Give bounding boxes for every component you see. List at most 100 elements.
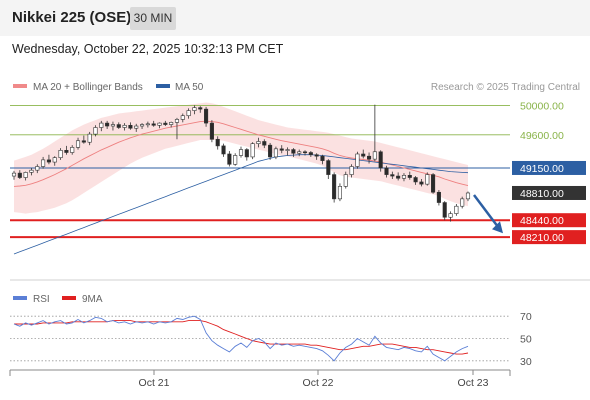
rsi-tick-label: 70 — [520, 311, 532, 323]
legend-label-9ma: 9MA — [82, 294, 103, 305]
last-price-box — [512, 185, 586, 200]
candle-bull — [145, 123, 150, 126]
candle-bear — [151, 123, 156, 126]
candle-bear — [367, 155, 372, 160]
candle-bear — [431, 174, 436, 193]
candle-bear — [105, 122, 110, 127]
x-axis: Oct 21 Oct 22 Oct 23 — [9, 369, 511, 389]
candle-bear — [378, 151, 383, 169]
candle-bear — [128, 124, 133, 129]
rsi-panel: 70 50 30 — [10, 311, 532, 368]
main-legend: MA 20 + Bollinger Bands MA 50 Research ©… — [13, 82, 580, 93]
interval-button[interactable]: 30 MIN — [130, 7, 176, 30]
rsi-line — [13, 315, 469, 362]
resistance-label-2: 49600.00 — [520, 130, 564, 142]
resistance-label-1: 50000.00 — [520, 100, 564, 112]
candle-bull — [454, 205, 459, 214]
ma20-line — [13, 120, 469, 187]
candle-bull — [87, 133, 92, 143]
candle-bull — [23, 172, 28, 178]
rsi-tick-label: 50 — [520, 334, 532, 346]
candle-bull — [11, 172, 17, 177]
candle-bear — [209, 122, 214, 140]
timestamp: Wednesday, October 22, 2025 10:32:13 PM … — [12, 42, 284, 56]
candle-bear — [227, 153, 232, 165]
candle-bull — [93, 127, 98, 135]
candle-bear — [244, 149, 249, 158]
candle-bull — [174, 119, 180, 123]
forecast-arrow-shaft — [473, 194, 500, 229]
candle-bull — [140, 124, 145, 127]
rsi-tick-label: 30 — [520, 356, 532, 368]
candle-bear — [396, 175, 401, 179]
candle-bear — [198, 107, 203, 110]
legend-label-ma20: MA 20 + Bollinger Bands — [33, 82, 143, 93]
support-label-box-6 — [512, 230, 586, 245]
candle-bull — [58, 150, 63, 158]
candle-bear — [17, 172, 22, 178]
x-tick-label: Oct 23 — [458, 377, 489, 389]
x-tick-label: Oct 22 — [303, 377, 334, 389]
instrument-title: Nikkei 225 (OSE) — [12, 9, 132, 26]
support-label-6: 48210.00 — [520, 232, 564, 244]
support-label-5: 48440.00 — [520, 215, 564, 227]
support-label-box-5 — [512, 213, 586, 228]
candle-bull — [169, 122, 174, 125]
candle-bear — [163, 122, 168, 125]
candle-bear — [436, 191, 441, 203]
candle-bear — [390, 174, 395, 177]
candle-bull — [238, 149, 244, 156]
candle-bear — [268, 144, 273, 158]
candle-bear — [442, 202, 447, 218]
candle-bear — [291, 149, 296, 154]
last-price-label: 48810.00 — [520, 188, 564, 200]
candle-bear — [361, 153, 366, 157]
candle-bear — [116, 124, 121, 128]
legend-swatch-9ma — [62, 296, 76, 300]
bollinger-band-area — [14, 102, 468, 214]
candle-bull — [75, 140, 81, 148]
candle-bull — [35, 166, 40, 171]
candle-bear — [302, 151, 308, 154]
credit-text: Research © 2025 Trading Central — [431, 82, 580, 93]
candle-bull — [122, 124, 127, 128]
candle-bull — [192, 107, 197, 111]
candle-bear — [320, 155, 325, 161]
candle-bull — [448, 213, 453, 218]
candle-bear — [204, 108, 209, 124]
candle-bear — [326, 160, 331, 175]
candle-bear — [332, 174, 337, 200]
candle-bull — [134, 125, 139, 129]
candle-bear — [308, 152, 313, 156]
candle-bull — [297, 151, 302, 154]
legend-label-rsi: RSI — [33, 294, 50, 305]
candle-bull — [110, 124, 115, 127]
candle-bull — [337, 186, 342, 200]
candle-bull — [250, 143, 255, 158]
header-bar: Nikkei 225 (OSE) 30 MIN — [0, 0, 590, 36]
candle-bear — [407, 175, 412, 178]
candle-bear — [81, 140, 86, 143]
candle-bull — [233, 155, 238, 165]
candle-bear — [262, 141, 267, 146]
candle-bull — [425, 174, 430, 185]
candle-bull — [343, 174, 348, 187]
pivot-label-box — [512, 160, 586, 175]
candle-bear — [215, 138, 220, 147]
candle-bull — [273, 148, 278, 158]
candle-bear — [221, 145, 226, 155]
candle-bull — [355, 153, 360, 167]
legend-swatch-ma50 — [156, 84, 170, 88]
candle-bull — [52, 157, 57, 163]
candle-bear — [314, 154, 319, 157]
x-tick-label: Oct 21 — [139, 377, 170, 389]
candle-bull — [465, 192, 471, 200]
candle-bear — [64, 150, 69, 153]
candle-bull — [99, 122, 104, 128]
candle-bull — [186, 110, 191, 117]
candle-bull — [157, 122, 162, 126]
candle-bull — [372, 151, 377, 160]
forecast-arrow-head — [492, 221, 503, 234]
candle-bear — [413, 177, 418, 183]
